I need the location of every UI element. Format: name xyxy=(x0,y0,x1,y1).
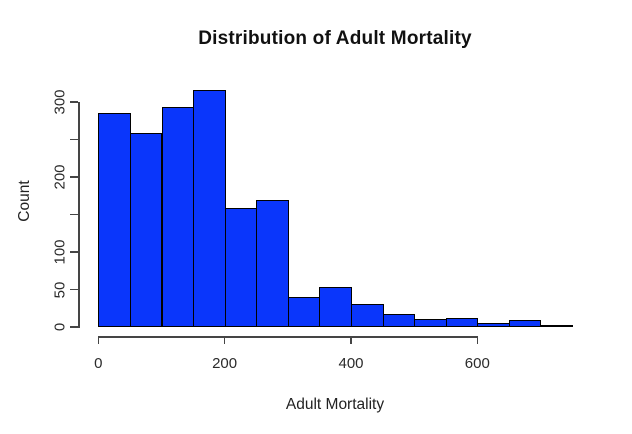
histogram-bar xyxy=(224,207,258,328)
y-tick-label: 0 xyxy=(51,322,69,332)
x-axis-tick xyxy=(223,336,226,344)
y-axis-tick xyxy=(70,288,78,291)
x-axis-tick xyxy=(97,336,99,344)
x-axis-title: Adult Mortality xyxy=(285,396,385,413)
histogram-bar xyxy=(256,199,289,327)
x-tick-label: 600 xyxy=(464,355,490,372)
chart-title: Distribution of Adult Mortality xyxy=(198,28,472,49)
x-axis-tick xyxy=(476,336,479,344)
histogram-bar xyxy=(382,313,416,327)
histogram-bar xyxy=(193,90,226,327)
y-tick-label: 200 xyxy=(51,164,69,190)
x-tick-label: 400 xyxy=(338,355,364,372)
x-tick-label: 0 xyxy=(94,355,103,372)
histogram-bar xyxy=(445,318,479,327)
y-tick-label: 100 xyxy=(51,239,69,265)
y-axis-line xyxy=(78,101,80,328)
histogram-bar xyxy=(319,287,352,328)
y-tick-label: 300 xyxy=(51,89,69,115)
x-axis-tick xyxy=(350,336,352,344)
y-axis-tick xyxy=(70,213,78,216)
histogram-bar xyxy=(287,297,321,327)
histogram-bar xyxy=(477,322,510,327)
histogram-bar xyxy=(129,132,163,328)
histogram-bar xyxy=(351,303,384,328)
y-axis-tick xyxy=(70,176,78,178)
x-axis-line xyxy=(97,336,478,338)
histogram-bar xyxy=(161,107,195,328)
y-axis-tick xyxy=(70,326,78,328)
histogram-bar xyxy=(540,324,574,328)
histogram-bar xyxy=(98,113,131,328)
histogram-bar xyxy=(508,319,542,327)
y-tick-label: 50 xyxy=(51,281,69,298)
y-axis-tick xyxy=(70,251,78,253)
x-tick-label: 200 xyxy=(212,355,238,372)
histogram-bar xyxy=(414,318,447,328)
y-axis-tick xyxy=(70,101,78,103)
y-axis-tick xyxy=(70,138,78,141)
y-axis-title: Count xyxy=(16,180,33,222)
